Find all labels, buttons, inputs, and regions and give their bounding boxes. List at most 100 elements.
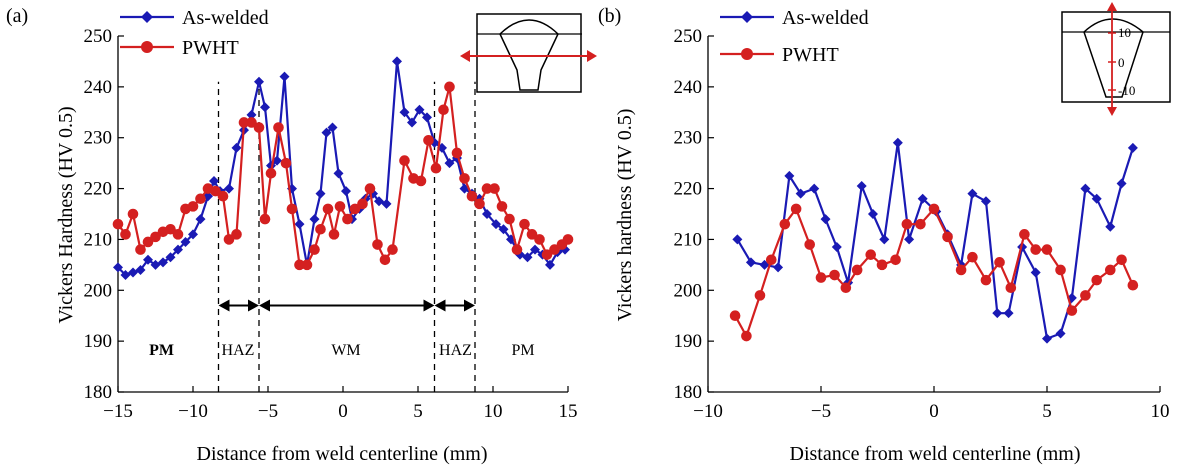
data-point-pwht	[541, 249, 553, 260]
data-point-pwht	[466, 190, 478, 202]
data-point-pwht	[942, 231, 953, 243]
data-point-pwht	[779, 218, 791, 230]
x-tick-label: 10	[1151, 401, 1170, 422]
data-point-as-welded	[904, 234, 915, 245]
panel-b-x-axis-label: Distance from weld centerline (mm)	[790, 443, 1081, 465]
panel-b-chart: (b) 180 190 200 210 220 230 240 250 −10 −5 0 5 10 Di…	[598, 2, 1171, 465]
data-point-pwht	[829, 269, 840, 281]
data-point-pwht	[765, 254, 777, 266]
data-point-pwht	[754, 290, 766, 301]
data-point-as-welded	[745, 257, 756, 268]
data-point-pwht	[372, 239, 383, 250]
data-point-pwht	[357, 198, 368, 210]
panel-a-y-axis-label: Vickers Hardness (HV 0.5)	[55, 106, 77, 323]
inset-weld-bead	[499, 19, 559, 91]
arrow-right-icon	[464, 299, 475, 312]
zone-label-pm: PM	[149, 342, 174, 359]
y-tick-label: 190	[674, 331, 703, 352]
data-point-pwht	[328, 229, 340, 240]
panel-a-series	[112, 56, 574, 281]
inset-arrow-left-icon	[460, 50, 470, 62]
data-point-pwht	[187, 201, 199, 212]
data-point-as-welded	[414, 104, 425, 115]
data-point-pwht	[238, 117, 250, 128]
data-point-as-welded	[246, 109, 257, 120]
data-point-as-welded	[967, 188, 978, 199]
data-point-pwht	[840, 282, 852, 294]
data-point-pwht	[112, 218, 124, 230]
data-point-pwht	[135, 244, 146, 255]
data-point-pwht	[851, 264, 863, 276]
y-tick-label: 230	[674, 128, 703, 149]
data-point-as-welded	[294, 219, 305, 230]
data-point-as-welded	[831, 242, 842, 253]
legend-label-as-welded: As-welded	[182, 7, 269, 29]
panel-a-x-axis-label: Distance from weld centerline (mm)	[197, 443, 488, 465]
y-tick-label: 250	[674, 26, 703, 47]
data-point-pwht	[504, 213, 515, 225]
data-point-pwht	[265, 168, 277, 179]
data-point-as-welded	[1105, 221, 1116, 232]
data-point-as-welded	[1080, 183, 1091, 194]
data-point-pwht	[994, 257, 1005, 268]
data-point-as-welded	[279, 71, 290, 82]
data-point-pwht	[741, 330, 752, 342]
data-point-as-welded	[1116, 178, 1127, 189]
data-point-as-welded	[732, 234, 743, 245]
data-point-pwht	[815, 272, 827, 283]
data-point-pwht	[1030, 244, 1041, 255]
data-point-as-welded	[260, 102, 270, 113]
data-point-pwht	[231, 229, 242, 240]
panel-b-y-axis-label: Vickers hardness (HV 0.5)	[614, 109, 636, 322]
data-point-as-welded	[143, 254, 153, 265]
inset-arrow-right-icon	[587, 50, 597, 62]
y-tick-label: 240	[674, 77, 703, 98]
zone-arrows	[218, 299, 475, 312]
data-point-pwht	[511, 244, 523, 255]
x-tick-label: 5	[413, 401, 423, 422]
data-point-pwht	[459, 173, 470, 184]
data-point-as-welded	[867, 209, 878, 219]
y-tick-label: 180	[84, 382, 113, 403]
data-point-as-welded	[209, 175, 219, 186]
data-point-pwht	[1055, 264, 1066, 276]
x-tick-label: −10	[178, 401, 208, 422]
arrow-right-icon	[423, 299, 435, 312]
panel-b-axes	[707, 35, 1161, 393]
data-point-pwht	[301, 259, 313, 271]
data-point-pwht	[474, 198, 485, 210]
x-tick-label: −5	[811, 401, 831, 422]
data-point-as-welded	[165, 252, 176, 263]
data-point-pwht	[273, 122, 284, 133]
data-point-pwht	[915, 218, 926, 230]
data-point-as-welded	[315, 188, 326, 199]
legend-marker-pwht	[741, 48, 753, 60]
legend-marker-pwht	[141, 41, 153, 53]
data-point-pwht	[150, 231, 161, 243]
inset-frame	[1061, 11, 1171, 103]
data-point-pwht	[280, 157, 292, 169]
data-point-pwht	[322, 203, 334, 215]
data-point-pwht	[1104, 264, 1116, 276]
data-point-as-welded	[321, 127, 332, 138]
data-point-pwht	[526, 229, 538, 240]
data-point-pwht	[286, 203, 298, 215]
data-point-as-welded	[992, 308, 1003, 319]
data-point-as-welded	[231, 142, 242, 153]
data-point-pwht	[451, 147, 463, 159]
zone-label-pm: PM	[511, 342, 534, 359]
data-point-pwht	[246, 117, 257, 128]
data-point-as-welded	[173, 244, 183, 255]
data-point-pwht	[1116, 254, 1127, 266]
data-point-pwht	[865, 249, 877, 260]
data-point-pwht	[142, 236, 154, 248]
data-point-pwht	[955, 264, 967, 276]
zone-label-haz: HAZ	[439, 342, 472, 359]
data-point-pwht	[519, 218, 530, 230]
y-tick-label: 250	[84, 26, 113, 47]
data-point-as-welded	[784, 170, 795, 181]
data-point-as-welded	[522, 252, 533, 263]
legend-label-as-welded: As-welded	[782, 7, 869, 29]
panel-a-label: (a)	[6, 5, 28, 27]
